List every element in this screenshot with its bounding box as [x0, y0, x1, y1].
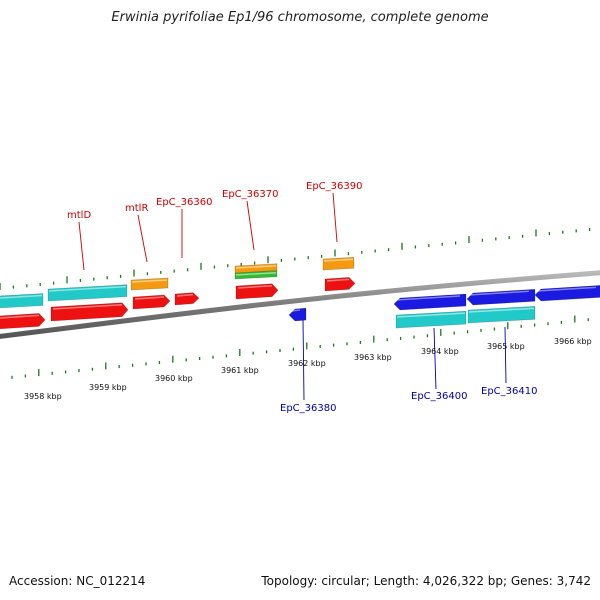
- gene-red-2-highlight: [52, 304, 123, 310]
- outer-tick-track: [0, 228, 591, 290]
- genome-backbone: [0, 270, 600, 339]
- gene-red-3: [132, 294, 171, 310]
- scale-label-3966: 3966 kbp: [554, 337, 592, 346]
- gene-red-1: [0, 313, 46, 330]
- gene-blue-2-highlight: [395, 295, 461, 301]
- gene-label-epc-36390[interactable]: EpC_36390: [306, 181, 362, 192]
- gene-red-3-highlight: [134, 296, 165, 300]
- callout-forward-3: [246, 200, 255, 251]
- inner-tick-track: [11, 315, 589, 379]
- gene-red-5: [235, 283, 279, 300]
- cds-orange-2-highlight: [235, 264, 277, 269]
- scale-label-3961: 3961 kbp: [221, 366, 259, 375]
- scale-label-3962: 3962 kbp: [288, 359, 326, 368]
- scale-label-3959: 3959 kbp: [89, 383, 127, 392]
- gene-red-6: [324, 277, 356, 292]
- cds-cyan-2: [47, 284, 128, 302]
- cds-cyan-4-highlight: [468, 307, 535, 313]
- cds-cyan-3-highlight: [396, 312, 466, 318]
- callout-forward-0: [78, 221, 85, 271]
- gene-label-epc-36380[interactable]: EpC_36380: [280, 403, 336, 414]
- gene-red-1-highlight: [0, 314, 40, 319]
- gene-red-2: [50, 302, 129, 322]
- gene-blue-4: [534, 285, 600, 302]
- gene-label-mtld[interactable]: mtlD: [67, 210, 91, 221]
- gene-blue-1-highlight: [290, 309, 301, 312]
- gene-label-epc-36400[interactable]: EpC_36400: [411, 391, 467, 402]
- gene-red-4-highlight: [176, 293, 194, 297]
- callout-reverse-2: [504, 326, 507, 384]
- scale-label-3958: 3958 kbp: [24, 392, 62, 401]
- gene-blue-3-highlight: [468, 290, 530, 296]
- feature-track: [0, 256, 600, 330]
- cds-orange-3-highlight: [323, 258, 354, 262]
- gene-blue-2: [393, 293, 467, 311]
- scale-label-3963: 3963 kbp: [354, 353, 392, 362]
- cds-orange-1-highlight: [131, 279, 168, 283]
- gene-red-5-highlight: [237, 284, 273, 289]
- gene-label-mtlr[interactable]: mtlR: [125, 203, 148, 214]
- callout-lines: [78, 192, 507, 401]
- scale-label-3964: 3964 kbp: [421, 347, 459, 356]
- callout-reverse-1: [433, 327, 437, 390]
- gene-red-6-highlight: [326, 278, 350, 282]
- gene-label-epc-36410[interactable]: EpC_36410: [481, 386, 537, 397]
- cds-cyan-2-highlight: [48, 285, 127, 292]
- gene-label-epc-36360[interactable]: EpC_36360: [156, 197, 212, 208]
- genome-title: Erwinia pyrifoliae Ep1/96 chromosome, co…: [111, 10, 489, 25]
- callout-reverse-0: [302, 319, 305, 401]
- scale-label-3960: 3960 kbp: [155, 374, 193, 383]
- gene-red-4: [174, 292, 200, 306]
- gene-blue-1: [288, 307, 307, 322]
- callout-forward-4: [332, 192, 338, 243]
- cds-cyan-1-highlight: [0, 294, 43, 299]
- cds-green-1-highlight: [235, 271, 277, 276]
- callout-forward-1: [137, 214, 148, 263]
- accession-text: Accession: NC_012214: [9, 574, 146, 588]
- gene-blue-3: [466, 288, 536, 306]
- gene-blue-4-highlight: [536, 286, 597, 292]
- genome-summary-text: Topology: circular; Length: 4,026,322 bp…: [261, 574, 591, 588]
- scale-label-3965: 3965 kbp: [487, 342, 525, 351]
- gene-label-epc-36370[interactable]: EpC_36370: [222, 189, 278, 200]
